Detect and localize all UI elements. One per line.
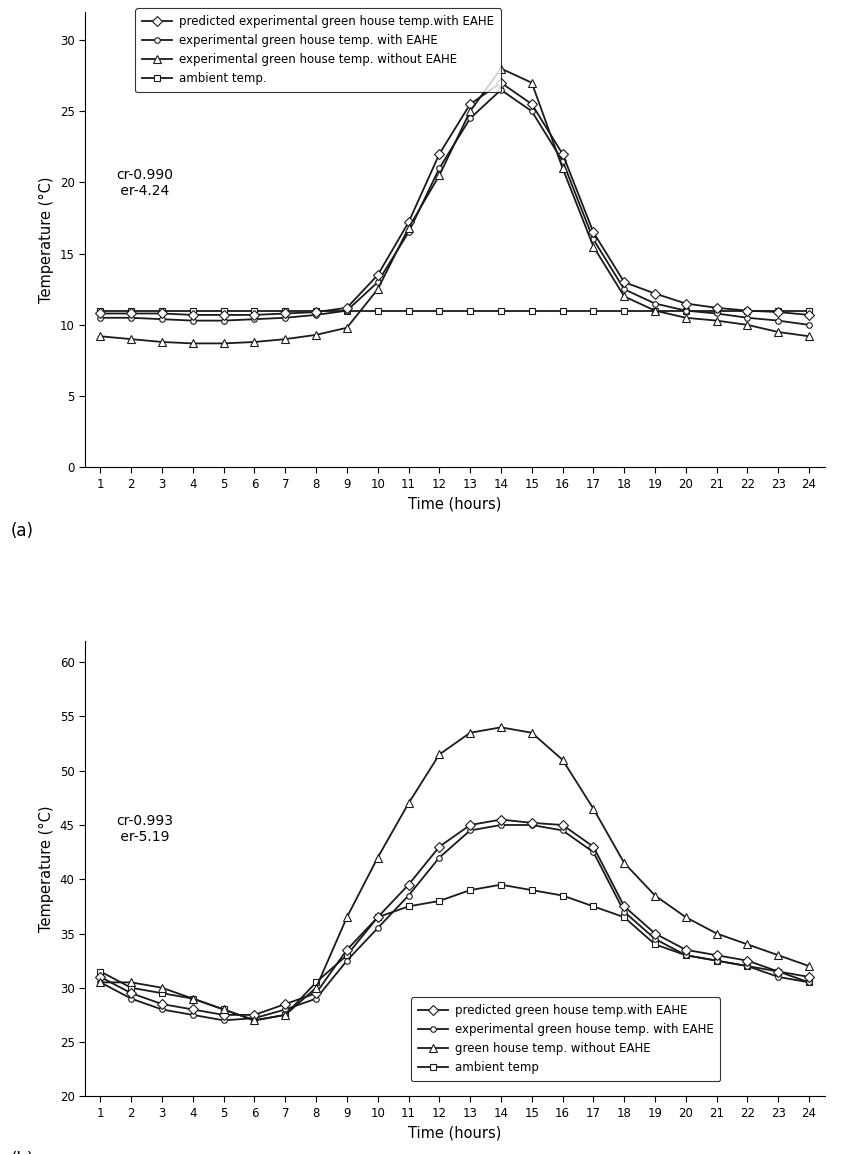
Text: cr-0.993
 er-5.19: cr-0.993 er-5.19 [116, 815, 173, 845]
X-axis label: Time (hours): Time (hours) [408, 496, 502, 511]
Text: (b): (b) [11, 1151, 34, 1154]
Legend: predicted experimental green house temp.with EAHE, experimental green house temp: predicted experimental green house temp.… [135, 8, 501, 92]
X-axis label: Time (hours): Time (hours) [408, 1125, 502, 1140]
Text: cr-0.990
 er-4.24: cr-0.990 er-4.24 [116, 168, 173, 198]
Y-axis label: Temperature (°C): Temperature (°C) [39, 805, 54, 931]
Legend: predicted green house temp.with EAHE, experimental green house temp. with EAHE, : predicted green house temp.with EAHE, ex… [411, 997, 721, 1081]
Y-axis label: Temperature (°C): Temperature (°C) [39, 177, 54, 302]
Text: (a): (a) [11, 522, 34, 540]
